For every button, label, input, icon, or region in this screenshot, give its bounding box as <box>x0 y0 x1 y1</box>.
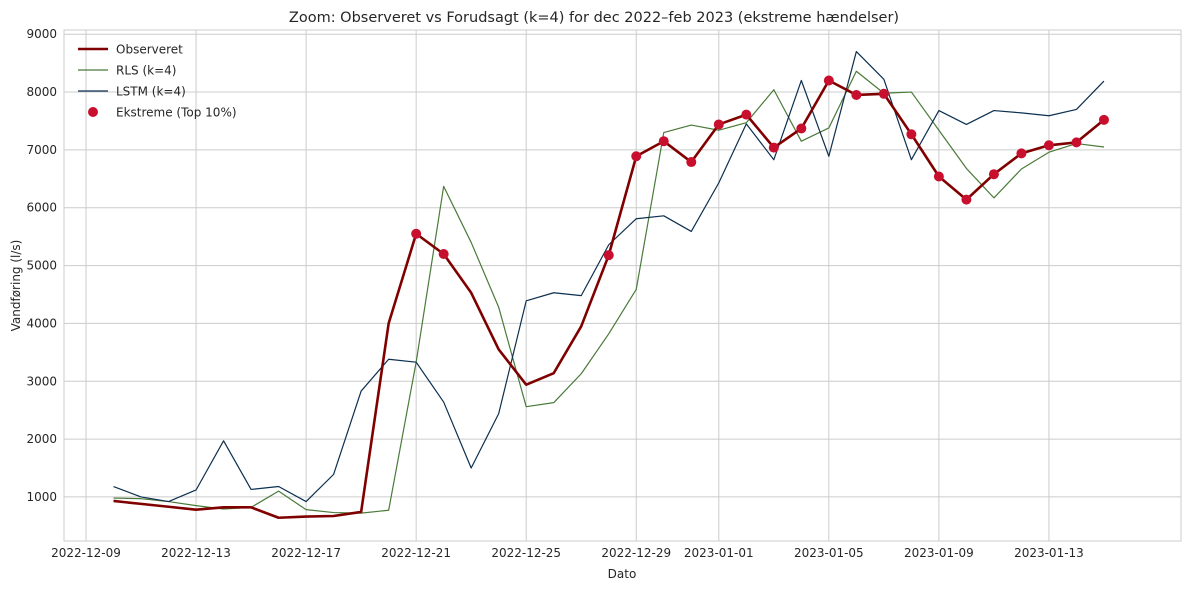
x-tick-label: 2022-12-09 <box>51 546 121 560</box>
extreme-markers <box>411 75 1109 261</box>
x-axis-ticks: 2022-12-09 2022-12-13 2022-12-17 2022-12-21… <box>51 546 1084 560</box>
x-tick-label: 2022-12-25 <box>491 546 561 560</box>
x-tick-label: 2022-12-21 <box>381 546 451 560</box>
extreme-point <box>1043 140 1054 151</box>
y-tick-label: 4000 <box>26 316 57 330</box>
extreme-point <box>933 171 944 182</box>
extreme-point <box>741 109 752 120</box>
y-tick-label: 9000 <box>26 27 57 41</box>
x-tick-label: 2023-01-13 <box>1014 546 1084 560</box>
legend-label: RLS (k=4) <box>116 64 176 78</box>
y-axis-ticks: 1000 2000 3000 4000 5000 6000 7000 8000 9000 <box>26 27 57 504</box>
legend-label: Observeret <box>116 43 183 57</box>
x-tick-label: 2023-01-05 <box>794 546 864 560</box>
extreme-point <box>851 89 862 100</box>
x-tick-label: 2022-12-17 <box>271 546 341 560</box>
extreme-point <box>906 129 917 140</box>
y-tick-label: 3000 <box>26 374 57 388</box>
series-line-lstm <box>113 50 1105 503</box>
y-tick-label: 7000 <box>26 143 57 157</box>
extreme-point <box>878 88 889 99</box>
extreme-point <box>658 136 669 147</box>
legend: Observeret RLS (k=4) LSTM (k=4) Ekstreme (T… <box>78 43 237 120</box>
legend-label: LSTM (k=4) <box>116 85 186 99</box>
extreme-point <box>1016 148 1027 159</box>
y-tick-label: 2000 <box>26 432 57 446</box>
x-tick-label: 2023-01-09 <box>904 546 974 560</box>
extreme-point <box>713 119 724 130</box>
extreme-point <box>961 194 972 205</box>
extreme-point <box>686 157 697 168</box>
x-tick-label: 2022-12-13 <box>161 546 231 560</box>
extreme-point <box>411 228 422 239</box>
extreme-point <box>1071 137 1082 148</box>
extreme-point <box>823 75 834 86</box>
series-line-rls <box>113 70 1105 514</box>
x-axis-label: Dato <box>608 567 637 581</box>
y-tick-label: 1000 <box>26 490 57 504</box>
y-tick-label: 6000 <box>26 201 57 215</box>
chart-title: Zoom: Observeret vs Forudsagt (k=4) for … <box>289 10 899 26</box>
plot-area <box>63 29 1182 542</box>
extreme-point <box>1098 114 1109 125</box>
extreme-point <box>603 250 614 261</box>
legend-label: Ekstreme (Top 10%) <box>116 106 237 120</box>
extreme-point <box>988 169 999 180</box>
legend-swatch <box>88 107 98 117</box>
y-axis-label: Vandføring (l/s) <box>9 240 23 332</box>
extreme-point <box>768 142 779 153</box>
extreme-point <box>796 123 807 134</box>
x-tick-label: 2023-01-01 <box>684 546 754 560</box>
x-tick-label: 2022-12-29 <box>601 546 671 560</box>
extreme-point <box>438 249 449 260</box>
y-tick-label: 5000 <box>26 259 57 273</box>
y-tick-label: 8000 <box>26 85 57 99</box>
extreme-point <box>631 151 642 162</box>
